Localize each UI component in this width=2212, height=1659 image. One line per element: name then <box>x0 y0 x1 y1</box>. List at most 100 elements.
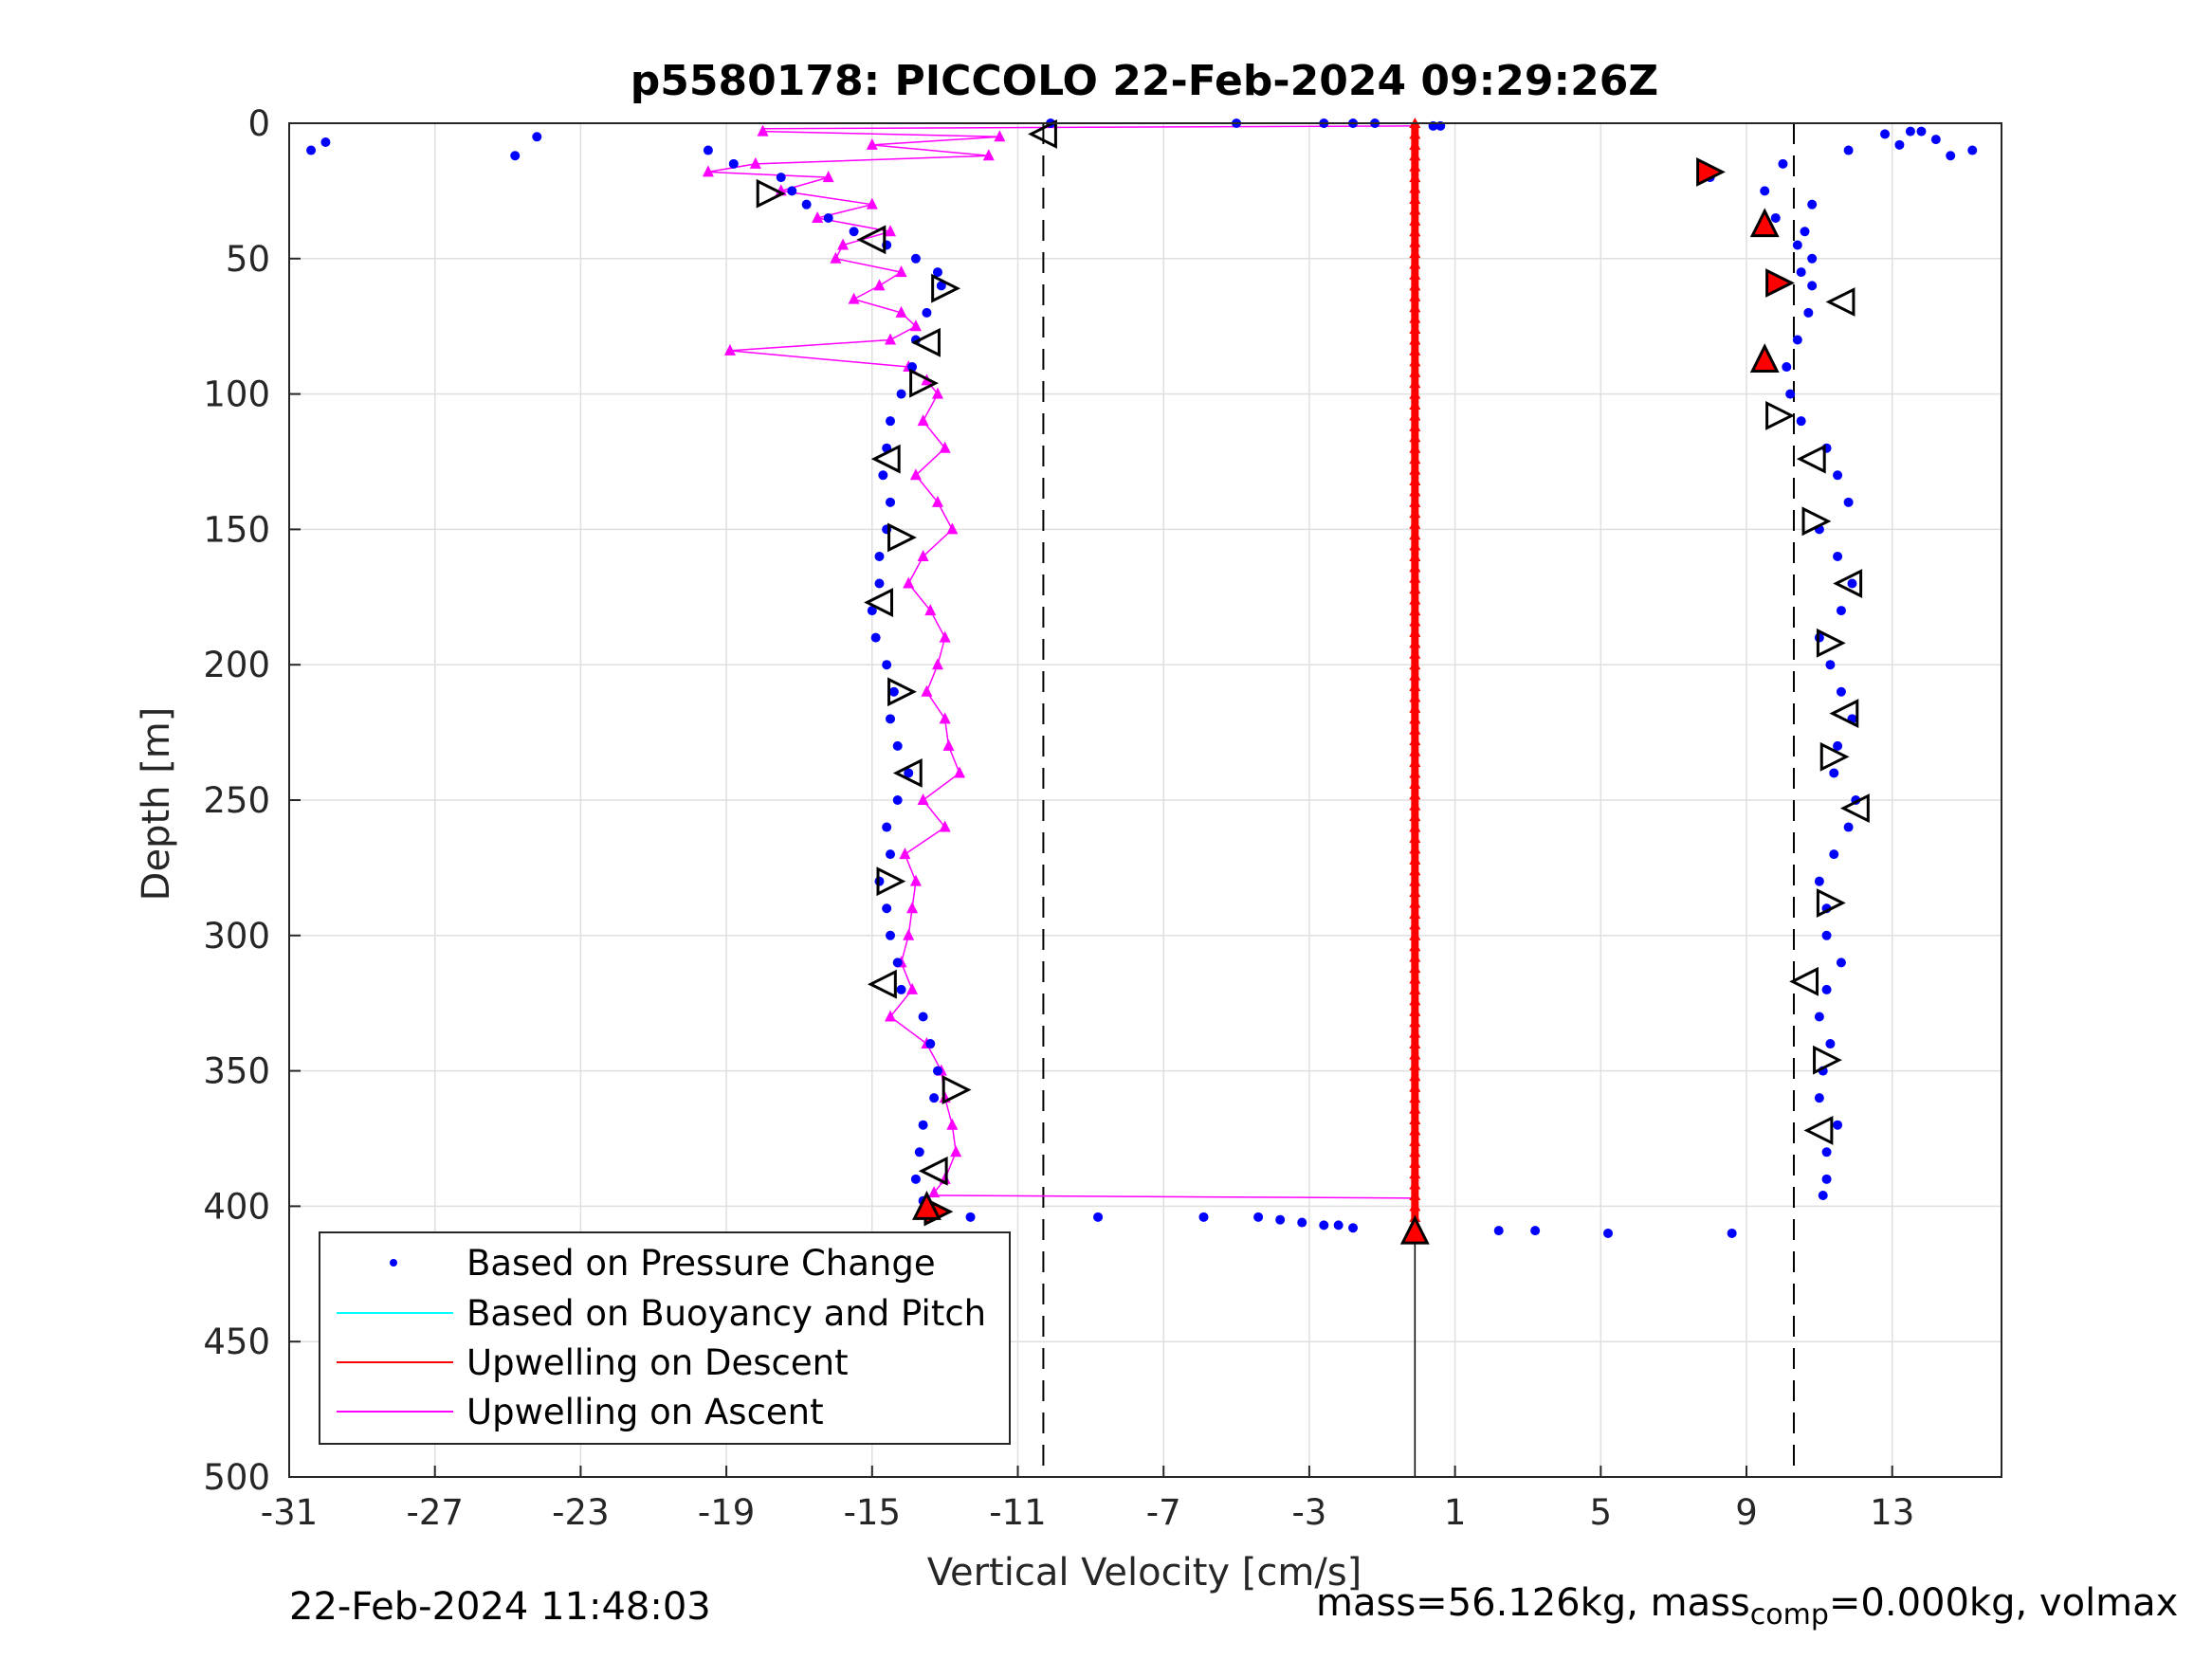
footer-mass-info: mass=56.126kg, masscomp=0.000kg, volmax <box>1316 1581 2178 1632</box>
pressure-point <box>1930 135 1941 145</box>
descent-point <box>1409 312 1421 323</box>
ascent-point <box>866 137 878 150</box>
footer-mass-subscript: comp <box>1749 1598 1829 1632</box>
descent-point <box>1409 150 1421 161</box>
pressure-point <box>1814 1012 1824 1022</box>
pressure-point <box>1727 1228 1737 1238</box>
open-right-marker <box>909 368 939 398</box>
pressure-point <box>1782 362 1792 373</box>
x-tick-label: -7 <box>1146 1492 1181 1533</box>
descent-point <box>1409 388 1421 399</box>
y-tick-label: 350 <box>203 1051 270 1092</box>
open-left-marker <box>911 327 941 357</box>
descent-point <box>1409 226 1421 237</box>
ascent-point <box>757 124 769 137</box>
open-left-marker <box>1789 966 1819 996</box>
descent-point <box>1409 929 1421 940</box>
open-right-marker <box>941 1075 972 1105</box>
ascent-point <box>848 292 860 304</box>
descent-point <box>1409 1157 1421 1168</box>
ascent-point <box>906 902 919 914</box>
open-right-marker <box>1816 888 1846 918</box>
pressure-point <box>896 389 906 399</box>
pressure-point <box>1275 1214 1286 1225</box>
pressure-point <box>1530 1226 1541 1236</box>
red-up-marker <box>1749 343 1780 373</box>
open-left-marker <box>1833 569 1863 598</box>
pressure-point <box>1836 606 1846 616</box>
footer-mass-rest: =0.000kg, volmax <box>1828 1581 2179 1625</box>
pressure-point <box>925 1039 936 1049</box>
descent-point <box>1409 529 1421 540</box>
descent-point <box>1409 399 1421 410</box>
pressure-point <box>904 768 914 778</box>
descent-point <box>1409 907 1421 919</box>
descent-point <box>1409 572 1421 583</box>
ascent-point <box>921 684 933 697</box>
pressure-point <box>1792 335 1802 345</box>
ascent-point <box>906 982 919 994</box>
x-tick-label: -23 <box>552 1492 609 1533</box>
descent-point <box>1409 821 1421 832</box>
pressure-point <box>320 137 331 147</box>
pressure-point <box>1843 145 1854 155</box>
descent-point <box>1409 420 1421 431</box>
pressure-point <box>1843 497 1854 507</box>
descent-point <box>1409 615 1421 627</box>
descent-point <box>1409 757 1421 768</box>
ascent-point <box>702 165 714 177</box>
pressure-point <box>882 903 892 914</box>
descent-point <box>1409 831 1421 843</box>
open-left-marker <box>870 444 901 474</box>
red-up-marker <box>912 1191 941 1220</box>
legend: Based on Pressure Change Based on Buoyan… <box>319 1231 1011 1445</box>
open-right-marker <box>931 273 961 303</box>
descent-point <box>1409 777 1421 789</box>
pressure-point <box>510 151 521 161</box>
descent-point <box>1409 1092 1421 1103</box>
ascent-point <box>885 225 897 237</box>
legend-swatch-pressure <box>390 1259 397 1267</box>
pressure-point <box>532 132 542 142</box>
descent-point <box>1409 280 1421 291</box>
descent-point <box>1409 865 1421 876</box>
pressure-point <box>1829 768 1839 778</box>
ascent-point <box>830 251 842 264</box>
pressure-point <box>1800 227 1810 237</box>
descent-point <box>1409 550 1421 561</box>
descent-point <box>1409 507 1421 519</box>
ascent-point <box>917 549 929 561</box>
legend-label-ascent: Upwelling on Ascent <box>466 1392 824 1432</box>
descent-point <box>1409 919 1421 930</box>
y-tick-label: 400 <box>203 1186 270 1227</box>
x-tick-label: -3 <box>1291 1492 1326 1533</box>
descent-point <box>1409 669 1421 681</box>
legend-entry-descent: Upwelling on Descent <box>337 1342 849 1383</box>
open-left-marker <box>1796 444 1826 474</box>
open-right-marker <box>887 522 917 553</box>
open-left-marker <box>918 1156 948 1186</box>
pressure-point <box>1836 686 1846 697</box>
descent-point <box>1409 236 1421 247</box>
pressure-point <box>1807 281 1818 291</box>
x-tick-label: -31 <box>261 1492 318 1533</box>
ascent-point <box>749 156 761 169</box>
pressure-point <box>1894 139 1905 150</box>
y-tick-label: 250 <box>203 780 270 821</box>
pressure-point <box>870 632 881 643</box>
descent-point <box>1409 1016 1421 1028</box>
pressure-point <box>882 822 892 832</box>
pressure-point <box>910 1174 921 1184</box>
open-right-marker <box>1765 401 1795 430</box>
descent-point <box>1409 723 1421 735</box>
open-right-marker <box>756 178 786 209</box>
tick-layer: -31 -27 -23 -19 -15 -11 -7 -3 1 5 9 130501001502002… <box>203 103 1914 1533</box>
legend-box <box>319 1231 1011 1445</box>
red-right-marker <box>1765 268 1795 298</box>
ascent-point <box>954 766 966 778</box>
open-left-marker <box>1803 1116 1834 1145</box>
ascent-point <box>895 305 907 318</box>
descent-point <box>1409 962 1421 974</box>
descent-point <box>1409 431 1421 443</box>
